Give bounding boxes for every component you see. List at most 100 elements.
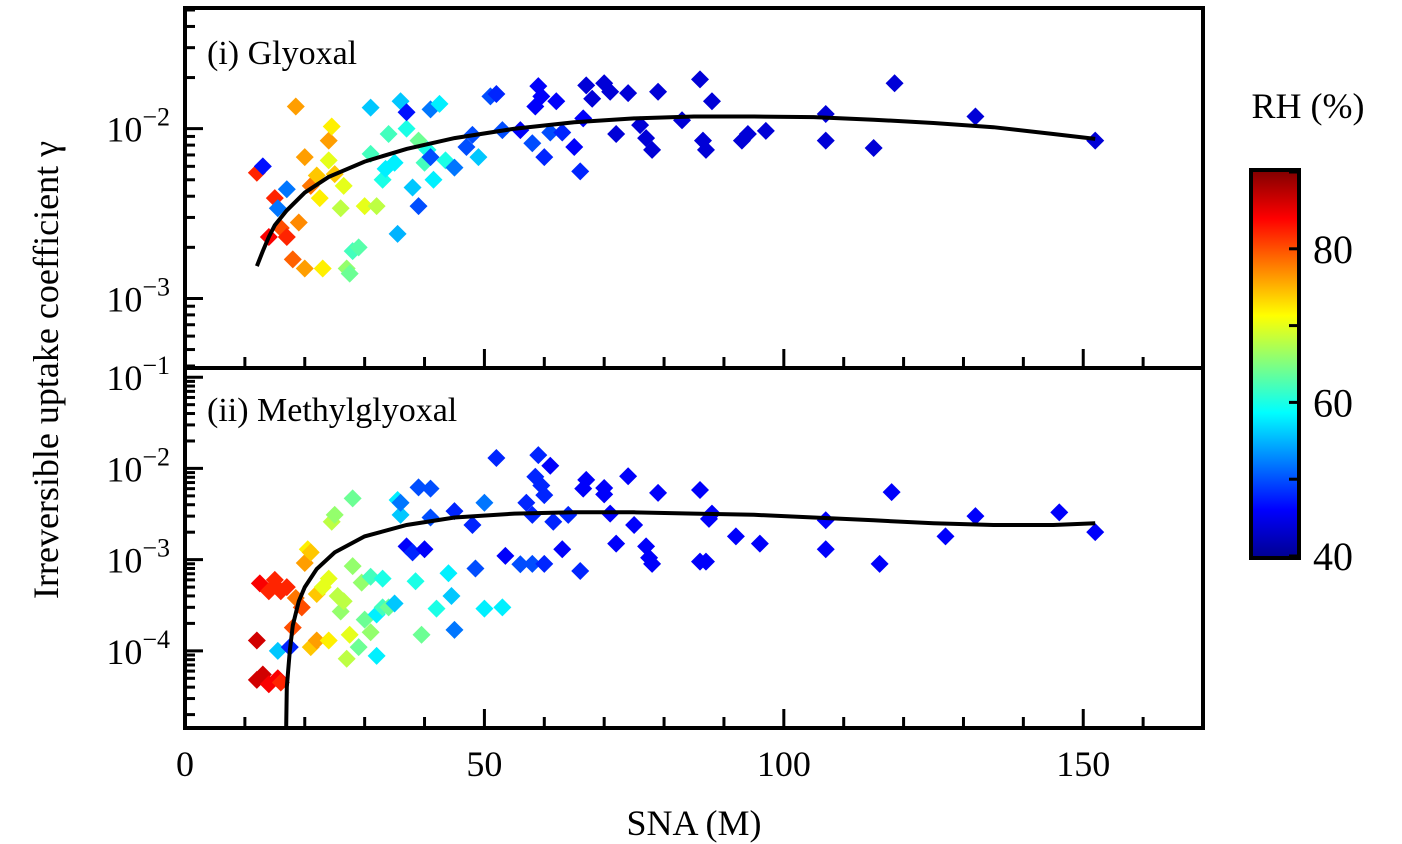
glyoxal-data-point [547,92,566,111]
methylglyoxal-data-point [487,449,506,468]
glyoxal-data-point [367,197,386,216]
glyoxal-data-point [445,158,464,177]
glyoxal-data-point [816,131,835,150]
methylglyoxal-data-point [649,483,668,502]
methylglyoxal-panel-title: (ii) Methylglyoxal [207,392,457,429]
glyoxal-data-point [816,105,835,124]
methylglyoxal-plot-frame [183,366,1205,730]
methylglyoxal-data-point [337,649,356,668]
methylglyoxal-data-point [343,489,362,508]
glyoxal-data-point [738,125,757,144]
methylglyoxal-data-point [553,540,572,559]
glyoxal-data-point [277,180,296,199]
methylglyoxal-data-point [750,534,769,553]
glyoxal-data-point [756,121,775,140]
x-tick-label: 0 [176,744,194,784]
rh-colorbar: RH (%) 80 60 40 [1249,86,1364,579]
glyoxal-data-point [385,153,404,172]
methylglyoxal-data-point [301,543,320,562]
colorbar-gradient [1249,168,1301,560]
x-axis-label: SNA (M) [626,803,761,843]
glyoxal-panel-title: (i) Glyoxal [207,35,357,72]
glyoxal-data-point [457,137,476,156]
glyoxal-data-point [253,157,272,176]
glyoxal-data-point [1086,131,1105,150]
methylglyoxal-data-point [277,578,296,597]
y-tick-label: 10−2 [106,442,170,489]
methylglyoxal-data-point [361,567,380,586]
x-tick-label: 50 [466,744,502,784]
methylglyoxal-data-point [690,481,709,500]
methylglyoxal-data-point [535,554,554,573]
methylglyoxal-data-point [559,505,578,524]
methylglyoxal-data-point [367,646,386,665]
methylglyoxal-data-point [882,483,901,502]
methylglyoxal-data-point [541,456,560,475]
glyoxal-data-point [702,92,721,111]
methylglyoxal-data-point [577,470,596,489]
methylglyoxal-data-point [936,527,955,546]
methylglyoxal-panel: 10−4 10−3 10−2 10−1 (ii) Methylglyoxal [106,351,1205,730]
methylglyoxal-data-point [1086,523,1105,542]
glyoxal-data-point [643,140,662,159]
methylglyoxal-data-point [643,554,662,573]
methylglyoxal-data-point [421,479,440,498]
methylglyoxal-data-point [391,493,410,512]
methylglyoxal-data-point [571,562,590,581]
glyoxal-points [247,70,1105,283]
methylglyoxal-data-point [619,467,638,486]
glyoxal-data-point [295,148,314,167]
x-tick-label: 100 [757,744,811,784]
glyoxal-data-point [574,109,593,128]
glyoxal-data-point [283,250,302,269]
glyoxal-data-point [313,259,332,278]
methylglyoxal-data-point [544,512,563,531]
methylglyoxal-data-point [319,631,338,650]
methylglyoxal-data-point [427,599,446,618]
methylglyoxal-fit-curve [284,510,1096,726]
glyoxal-data-point [583,89,602,108]
methylglyoxal-data-point [517,493,536,512]
x-tick-label: 150 [1056,744,1110,784]
methylglyoxal-data-point [496,546,515,565]
methylglyoxal-data-point [535,486,554,505]
methylglyoxal-data-point [391,505,410,524]
glyoxal-data-point [631,116,650,135]
methylglyoxal-data-point [816,540,835,559]
glyoxal-data-point [421,148,440,167]
glyoxal-data-point [355,197,374,216]
glyoxal-data-point [966,107,985,126]
methylglyoxal-data-point [385,594,404,613]
methylglyoxal-data-point [307,631,326,650]
methylglyoxal-data-point [966,507,985,526]
methylglyoxal-data-point [412,625,431,644]
methylglyoxal-data-point [445,620,464,639]
glyoxal-data-point [430,94,449,113]
methylglyoxal-data-point [409,478,428,497]
methylglyoxal-data-point [334,592,353,611]
methylglyoxal-data-point [625,515,644,534]
glyoxal-data-point [690,70,709,89]
glyoxal-data-point [469,148,488,167]
y-tick-label: 10−2 [106,103,170,150]
glyoxal-data-point [535,148,554,167]
methylglyoxal-data-point [439,564,458,583]
methylglyoxal-data-point [442,586,461,605]
methylglyoxal-data-point [319,569,338,588]
methylglyoxal-data-point [247,631,266,650]
glyoxal-data-point [696,140,715,159]
glyoxal-data-point [397,119,416,138]
methylglyoxal-data-point [373,569,392,588]
glyoxal-data-point [379,125,398,144]
glyoxal-data-point [319,151,338,170]
glyoxal-data-point [403,178,422,197]
glyoxal-data-point [619,84,638,103]
methylglyoxal-data-point [870,554,889,573]
glyoxal-data-point [565,137,584,156]
methylglyoxal-points [247,446,1105,694]
glyoxal-data-point [571,162,590,181]
glyoxal-data-point [319,131,338,150]
glyoxal-panel: 10−3 10−2 (i) Glyoxal [106,6,1205,370]
glyoxal-data-point [577,76,596,95]
